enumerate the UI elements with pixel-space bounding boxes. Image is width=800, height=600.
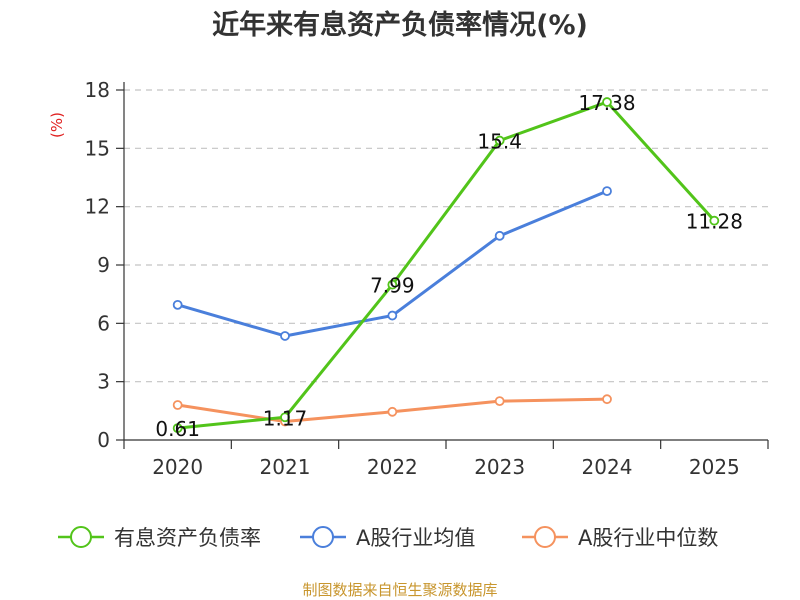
data-label: 15.4: [477, 130, 522, 154]
series-point-0: [280, 412, 290, 423]
series-point-2: [494, 396, 505, 407]
series-point-1: [602, 186, 612, 197]
x-tick-label: 2024: [582, 455, 633, 479]
legend-swatch-marker: [534, 526, 556, 548]
series-point-1: [172, 299, 183, 310]
x-tick-label: 2023: [474, 455, 525, 479]
x-tick-label: 2022: [367, 455, 418, 479]
y-tick-label: 3: [97, 370, 110, 394]
series-line-0: [177, 100, 716, 430]
data-label: 7.99: [370, 274, 415, 298]
series-point-2: [387, 406, 398, 417]
legend-swatch-marker: [70, 526, 92, 548]
source-text: 制图数据来自恒生聚源数据库: [302, 581, 497, 599]
series-point-1: [387, 310, 398, 321]
series-point-1: [494, 230, 505, 241]
x-tick-label: 2025: [689, 455, 740, 479]
data-label: 1.17: [263, 406, 308, 430]
legend-label: 有息资产负债率: [114, 526, 261, 550]
series-point-0: [387, 279, 398, 290]
series-point-2: [602, 394, 612, 405]
series-point-1: [280, 331, 290, 341]
y-axis-unit: (%): [48, 112, 66, 138]
data-label: 0.61: [155, 417, 200, 441]
y-tick-label: 0: [97, 428, 110, 452]
y-tick-label: 15: [85, 136, 110, 160]
data-label: 11.28: [686, 210, 743, 234]
legend-label: A股行业均值: [356, 526, 475, 550]
x-tick-label: 2021: [260, 455, 311, 479]
data-label: 17.38: [578, 91, 635, 115]
series-point-0: [602, 97, 612, 107]
x-tick-label: 2020: [152, 455, 203, 479]
series-point-0: [709, 215, 720, 226]
series-point-0: [172, 423, 183, 434]
chart-title: 近年来有息资产负债率情况(%): [212, 9, 588, 41]
legend-label: A股行业中位数: [578, 526, 718, 550]
legend-swatch-marker: [312, 526, 334, 548]
y-tick-label: 12: [85, 195, 110, 219]
series-point-0: [494, 135, 505, 146]
y-tick-label: 18: [85, 78, 110, 102]
series-point-2: [172, 400, 183, 410]
y-tick-label: 9: [97, 253, 110, 277]
y-tick-label: 6: [97, 311, 110, 335]
